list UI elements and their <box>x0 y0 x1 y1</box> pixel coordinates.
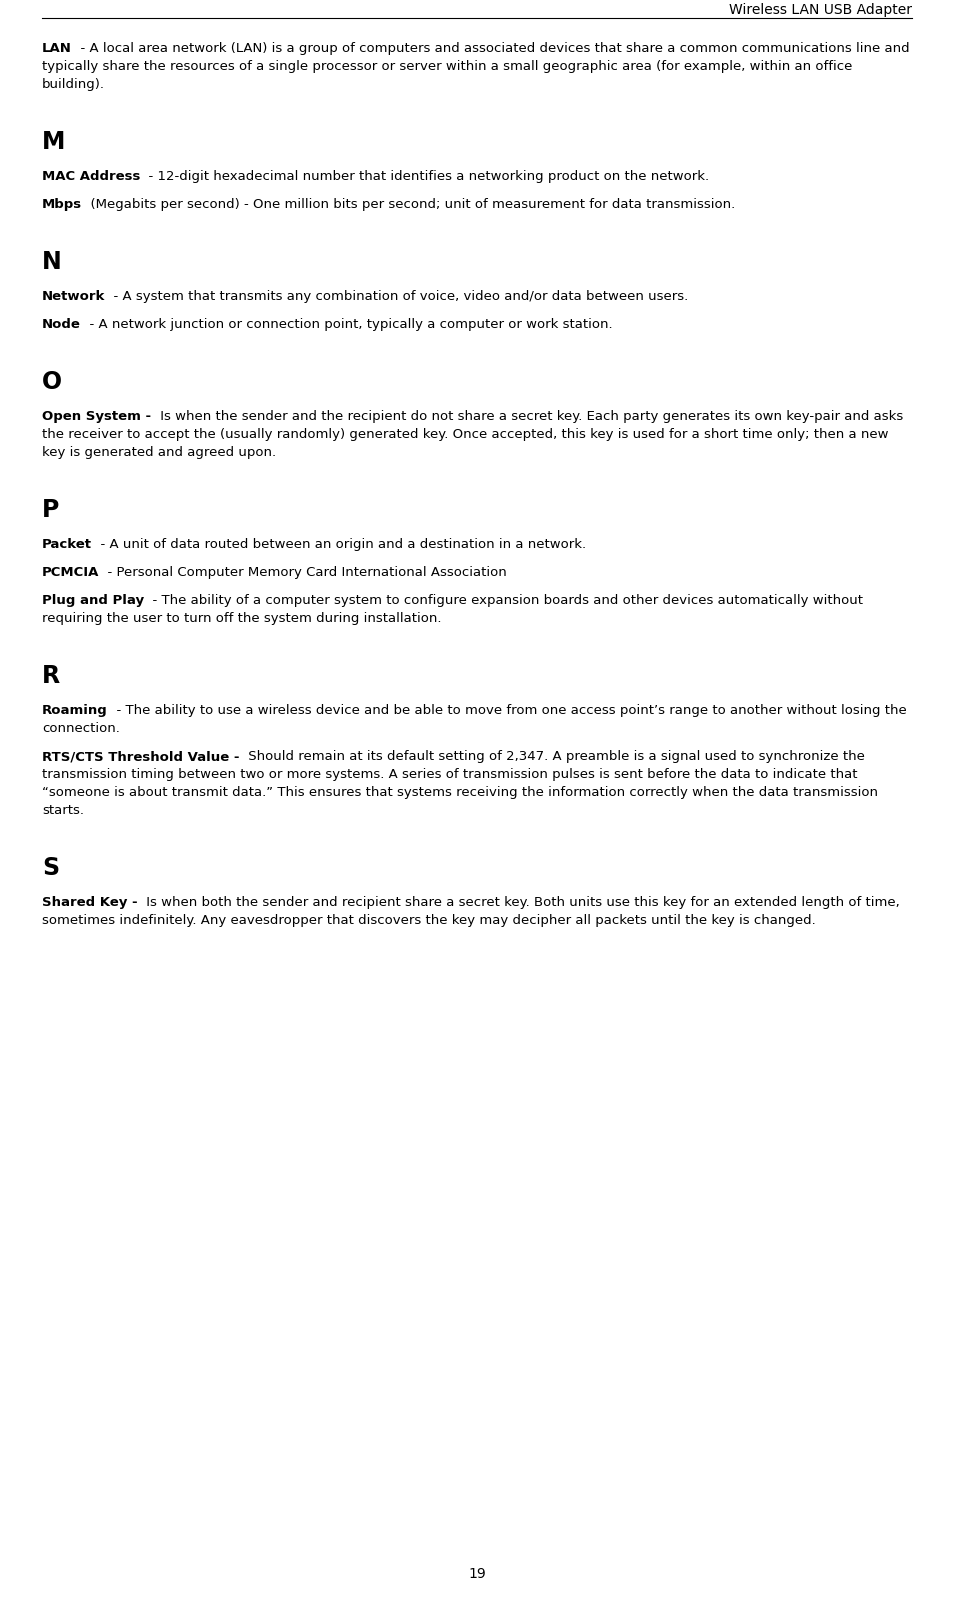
Text: M: M <box>42 129 66 153</box>
Text: Packet: Packet <box>42 538 91 551</box>
Text: Network: Network <box>42 291 105 303</box>
Text: typically share the resources of a single processor or server within a small geo: typically share the resources of a singl… <box>42 61 851 73</box>
Text: Mbps: Mbps <box>42 198 82 211</box>
Text: 19: 19 <box>468 1567 485 1581</box>
Text: O: O <box>42 371 62 394</box>
Text: (Megabits per second) - One million bits per second; unit of measurement for dat: (Megabits per second) - One million bits… <box>82 198 735 211</box>
Text: - The ability of a computer system to configure expansion boards and other devic: - The ability of a computer system to co… <box>144 594 862 607</box>
Text: Is when the sender and the recipient do not share a secret key. Each party gener: Is when the sender and the recipient do … <box>155 410 902 423</box>
Text: Wireless LAN USB Adapter: Wireless LAN USB Adapter <box>728 3 911 18</box>
Text: requiring the user to turn off the system during installation.: requiring the user to turn off the syste… <box>42 612 441 624</box>
Text: building).: building). <box>42 78 105 91</box>
Text: - A local area network (LAN) is a group of computers and associated devices that: - A local area network (LAN) is a group … <box>71 42 908 54</box>
Text: the receiver to accept the (usually randomly) generated key. Once accepted, this: the receiver to accept the (usually rand… <box>42 428 887 441</box>
Text: connection.: connection. <box>42 722 120 735</box>
Text: transmission timing between two or more systems. A series of transmission pulses: transmission timing between two or more … <box>42 768 857 781</box>
Text: - A network junction or connection point, typically a computer or work station.: - A network junction or connection point… <box>81 318 612 331</box>
Text: - 12-digit hexadecimal number that identifies a networking product on the networ: - 12-digit hexadecimal number that ident… <box>140 169 709 184</box>
Text: - A unit of data routed between an origin and a destination in a network.: - A unit of data routed between an origi… <box>91 538 585 551</box>
Text: - The ability to use a wireless device and be able to move from one access point: - The ability to use a wireless device a… <box>108 704 905 717</box>
Text: N: N <box>42 251 62 275</box>
Text: Is when both the sender and recipient share a secret key. Both units use this ke: Is when both the sender and recipient sh… <box>142 896 899 909</box>
Text: RTS/CTS Threshold Value -: RTS/CTS Threshold Value - <box>42 751 244 763</box>
Text: LAN: LAN <box>42 42 71 54</box>
Text: Open System -: Open System - <box>42 410 155 423</box>
Text: key is generated and agreed upon.: key is generated and agreed upon. <box>42 446 275 458</box>
Text: “someone is about transmit data.” This ensures that systems receiving the inform: “someone is about transmit data.” This e… <box>42 786 877 798</box>
Text: PCMCIA: PCMCIA <box>42 565 99 580</box>
Text: P: P <box>42 498 59 522</box>
Text: Roaming: Roaming <box>42 704 108 717</box>
Text: R: R <box>42 664 60 688</box>
Text: Node: Node <box>42 318 81 331</box>
Text: Plug and Play: Plug and Play <box>42 594 144 607</box>
Text: MAC Address: MAC Address <box>42 169 140 184</box>
Text: S: S <box>42 856 59 880</box>
Text: - A system that transmits any combination of voice, video and/or data between us: - A system that transmits any combinatio… <box>105 291 688 303</box>
Text: sometimes indefinitely. Any eavesdropper that discovers the key may decipher all: sometimes indefinitely. Any eavesdropper… <box>42 913 815 926</box>
Text: - Personal Computer Memory Card International Association: - Personal Computer Memory Card Internat… <box>99 565 507 580</box>
Text: Shared Key -: Shared Key - <box>42 896 142 909</box>
Text: Should remain at its default setting of 2,347. A preamble is a signal used to sy: Should remain at its default setting of … <box>244 751 864 763</box>
Text: starts.: starts. <box>42 803 84 818</box>
